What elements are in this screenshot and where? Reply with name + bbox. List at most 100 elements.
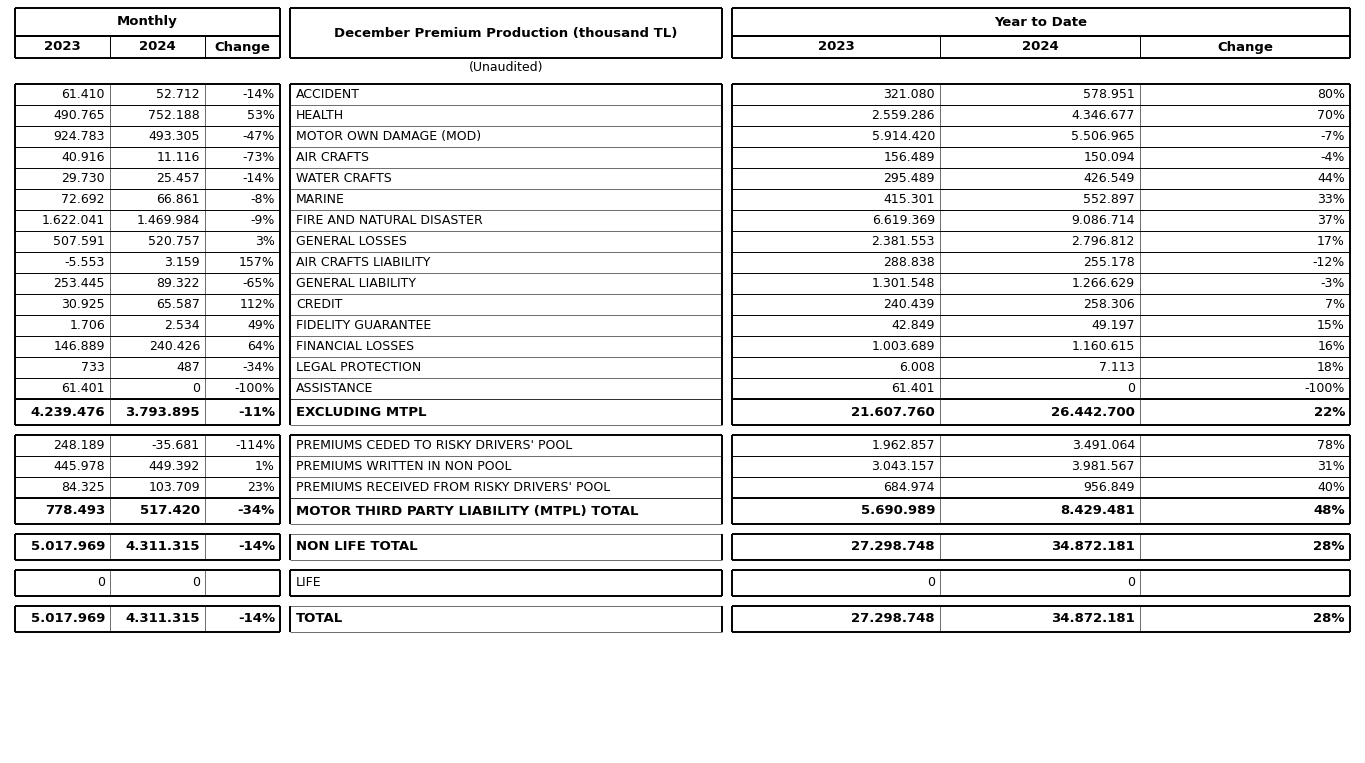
Text: 295.489: 295.489 [883, 172, 935, 185]
Text: 490.765: 490.765 [53, 109, 105, 122]
Text: -14%: -14% [243, 88, 274, 101]
Text: 84.325: 84.325 [61, 481, 105, 494]
Text: 22%: 22% [1313, 405, 1345, 418]
Text: 0: 0 [192, 577, 201, 590]
Text: 7%: 7% [1325, 298, 1345, 311]
Text: HEALTH: HEALTH [296, 109, 344, 122]
Text: 15%: 15% [1317, 319, 1345, 332]
Text: FIDELITY GUARANTEE: FIDELITY GUARANTEE [296, 319, 431, 332]
Text: 26.442.700: 26.442.700 [1051, 405, 1136, 418]
Text: 493.305: 493.305 [149, 130, 201, 143]
Text: 1%: 1% [255, 460, 274, 473]
Text: 449.392: 449.392 [149, 460, 201, 473]
Text: 2.534: 2.534 [164, 319, 201, 332]
Text: PREMIUMS WRITTEN IN NON POOL: PREMIUMS WRITTEN IN NON POOL [296, 460, 512, 473]
Text: 258.306: 258.306 [1084, 298, 1136, 311]
Text: 5.506.965: 5.506.965 [1072, 130, 1136, 143]
Text: 2024: 2024 [1021, 40, 1058, 53]
Text: GENERAL LIABILITY: GENERAL LIABILITY [296, 277, 416, 290]
Text: 1.706: 1.706 [70, 319, 105, 332]
Text: NON LIFE TOTAL: NON LIFE TOTAL [296, 540, 418, 553]
Text: 0: 0 [1127, 577, 1136, 590]
Text: -100%: -100% [1305, 382, 1345, 395]
Text: 255.178: 255.178 [1084, 256, 1136, 269]
Text: 150.094: 150.094 [1084, 151, 1136, 164]
Text: 2.796.812: 2.796.812 [1072, 235, 1136, 248]
Text: Monthly: Monthly [117, 15, 177, 28]
Text: 49%: 49% [247, 319, 274, 332]
Text: -12%: -12% [1313, 256, 1345, 269]
Text: 1.266.629: 1.266.629 [1072, 277, 1136, 290]
Text: 5.914.420: 5.914.420 [872, 130, 935, 143]
Text: 61.401: 61.401 [891, 382, 935, 395]
Text: 89.322: 89.322 [157, 277, 201, 290]
Text: PREMIUMS CEDED TO RISKY DRIVERS' POOL: PREMIUMS CEDED TO RISKY DRIVERS' POOL [296, 439, 572, 452]
Text: 507.591: 507.591 [53, 235, 105, 248]
Text: -8%: -8% [251, 193, 274, 206]
Text: 25.457: 25.457 [156, 172, 201, 185]
Text: LEGAL PROTECTION: LEGAL PROTECTION [296, 361, 422, 374]
Text: -14%: -14% [238, 613, 274, 626]
Text: GENERAL LOSSES: GENERAL LOSSES [296, 235, 407, 248]
Text: 6.008: 6.008 [900, 361, 935, 374]
Text: 37%: 37% [1317, 214, 1345, 227]
Text: -14%: -14% [243, 172, 274, 185]
Text: 80%: 80% [1317, 88, 1345, 101]
Text: 78%: 78% [1317, 439, 1345, 452]
Text: Year to Date: Year to Date [995, 15, 1088, 28]
Text: -9%: -9% [251, 214, 274, 227]
Text: 552.897: 552.897 [1084, 193, 1136, 206]
Text: 426.549: 426.549 [1084, 172, 1136, 185]
Text: MARINE: MARINE [296, 193, 345, 206]
Text: 3%: 3% [255, 235, 274, 248]
Text: 27.298.748: 27.298.748 [852, 540, 935, 553]
Text: AIR CRAFTS LIABILITY: AIR CRAFTS LIABILITY [296, 256, 430, 269]
Text: 240.426: 240.426 [149, 340, 201, 353]
Text: 3.043.157: 3.043.157 [871, 460, 935, 473]
Text: 64%: 64% [247, 340, 274, 353]
Text: Change: Change [1218, 40, 1274, 53]
Text: 53%: 53% [247, 109, 274, 122]
Text: 415.301: 415.301 [883, 193, 935, 206]
Text: 6.619.369: 6.619.369 [872, 214, 935, 227]
Text: 157%: 157% [239, 256, 274, 269]
Text: -34%: -34% [243, 361, 274, 374]
Text: 2023: 2023 [44, 40, 81, 53]
Text: -5.553: -5.553 [64, 256, 105, 269]
Text: Change: Change [214, 40, 270, 53]
Text: EXCLUDING MTPL: EXCLUDING MTPL [296, 405, 426, 418]
Text: 52.712: 52.712 [157, 88, 201, 101]
Text: (Unaudited): (Unaudited) [468, 62, 543, 75]
Text: December Premium Production (thousand TL): December Premium Production (thousand TL… [334, 27, 677, 40]
Text: 156.489: 156.489 [883, 151, 935, 164]
Text: AIR CRAFTS: AIR CRAFTS [296, 151, 369, 164]
Text: 7.113: 7.113 [1099, 361, 1136, 374]
Text: 1.622.041: 1.622.041 [42, 214, 105, 227]
Text: 487: 487 [176, 361, 201, 374]
Text: 48%: 48% [1313, 504, 1345, 517]
Text: 733: 733 [82, 361, 105, 374]
Text: 2023: 2023 [818, 40, 854, 53]
Text: 23%: 23% [247, 481, 274, 494]
Text: 4.239.476: 4.239.476 [30, 405, 105, 418]
Text: 33%: 33% [1317, 193, 1345, 206]
Text: 18%: 18% [1317, 361, 1345, 374]
Text: 2024: 2024 [139, 40, 176, 53]
Text: 4.311.315: 4.311.315 [126, 540, 201, 553]
Text: 517.420: 517.420 [139, 504, 201, 517]
Text: 66.861: 66.861 [157, 193, 201, 206]
Text: 28%: 28% [1313, 613, 1345, 626]
Text: FIRE AND NATURAL DISASTER: FIRE AND NATURAL DISASTER [296, 214, 483, 227]
Text: 578.951: 578.951 [1084, 88, 1136, 101]
Text: 956.849: 956.849 [1084, 481, 1136, 494]
Text: 11.116: 11.116 [157, 151, 201, 164]
Text: 8.429.481: 8.429.481 [1061, 504, 1136, 517]
Text: FINANCIAL LOSSES: FINANCIAL LOSSES [296, 340, 414, 353]
Text: 288.838: 288.838 [883, 256, 935, 269]
Text: 34.872.181: 34.872.181 [1051, 540, 1136, 553]
Text: 1.469.984: 1.469.984 [136, 214, 201, 227]
Text: 9.086.714: 9.086.714 [1072, 214, 1136, 227]
Text: ASSISTANCE: ASSISTANCE [296, 382, 374, 395]
Text: 445.978: 445.978 [53, 460, 105, 473]
Text: 520.757: 520.757 [149, 235, 201, 248]
